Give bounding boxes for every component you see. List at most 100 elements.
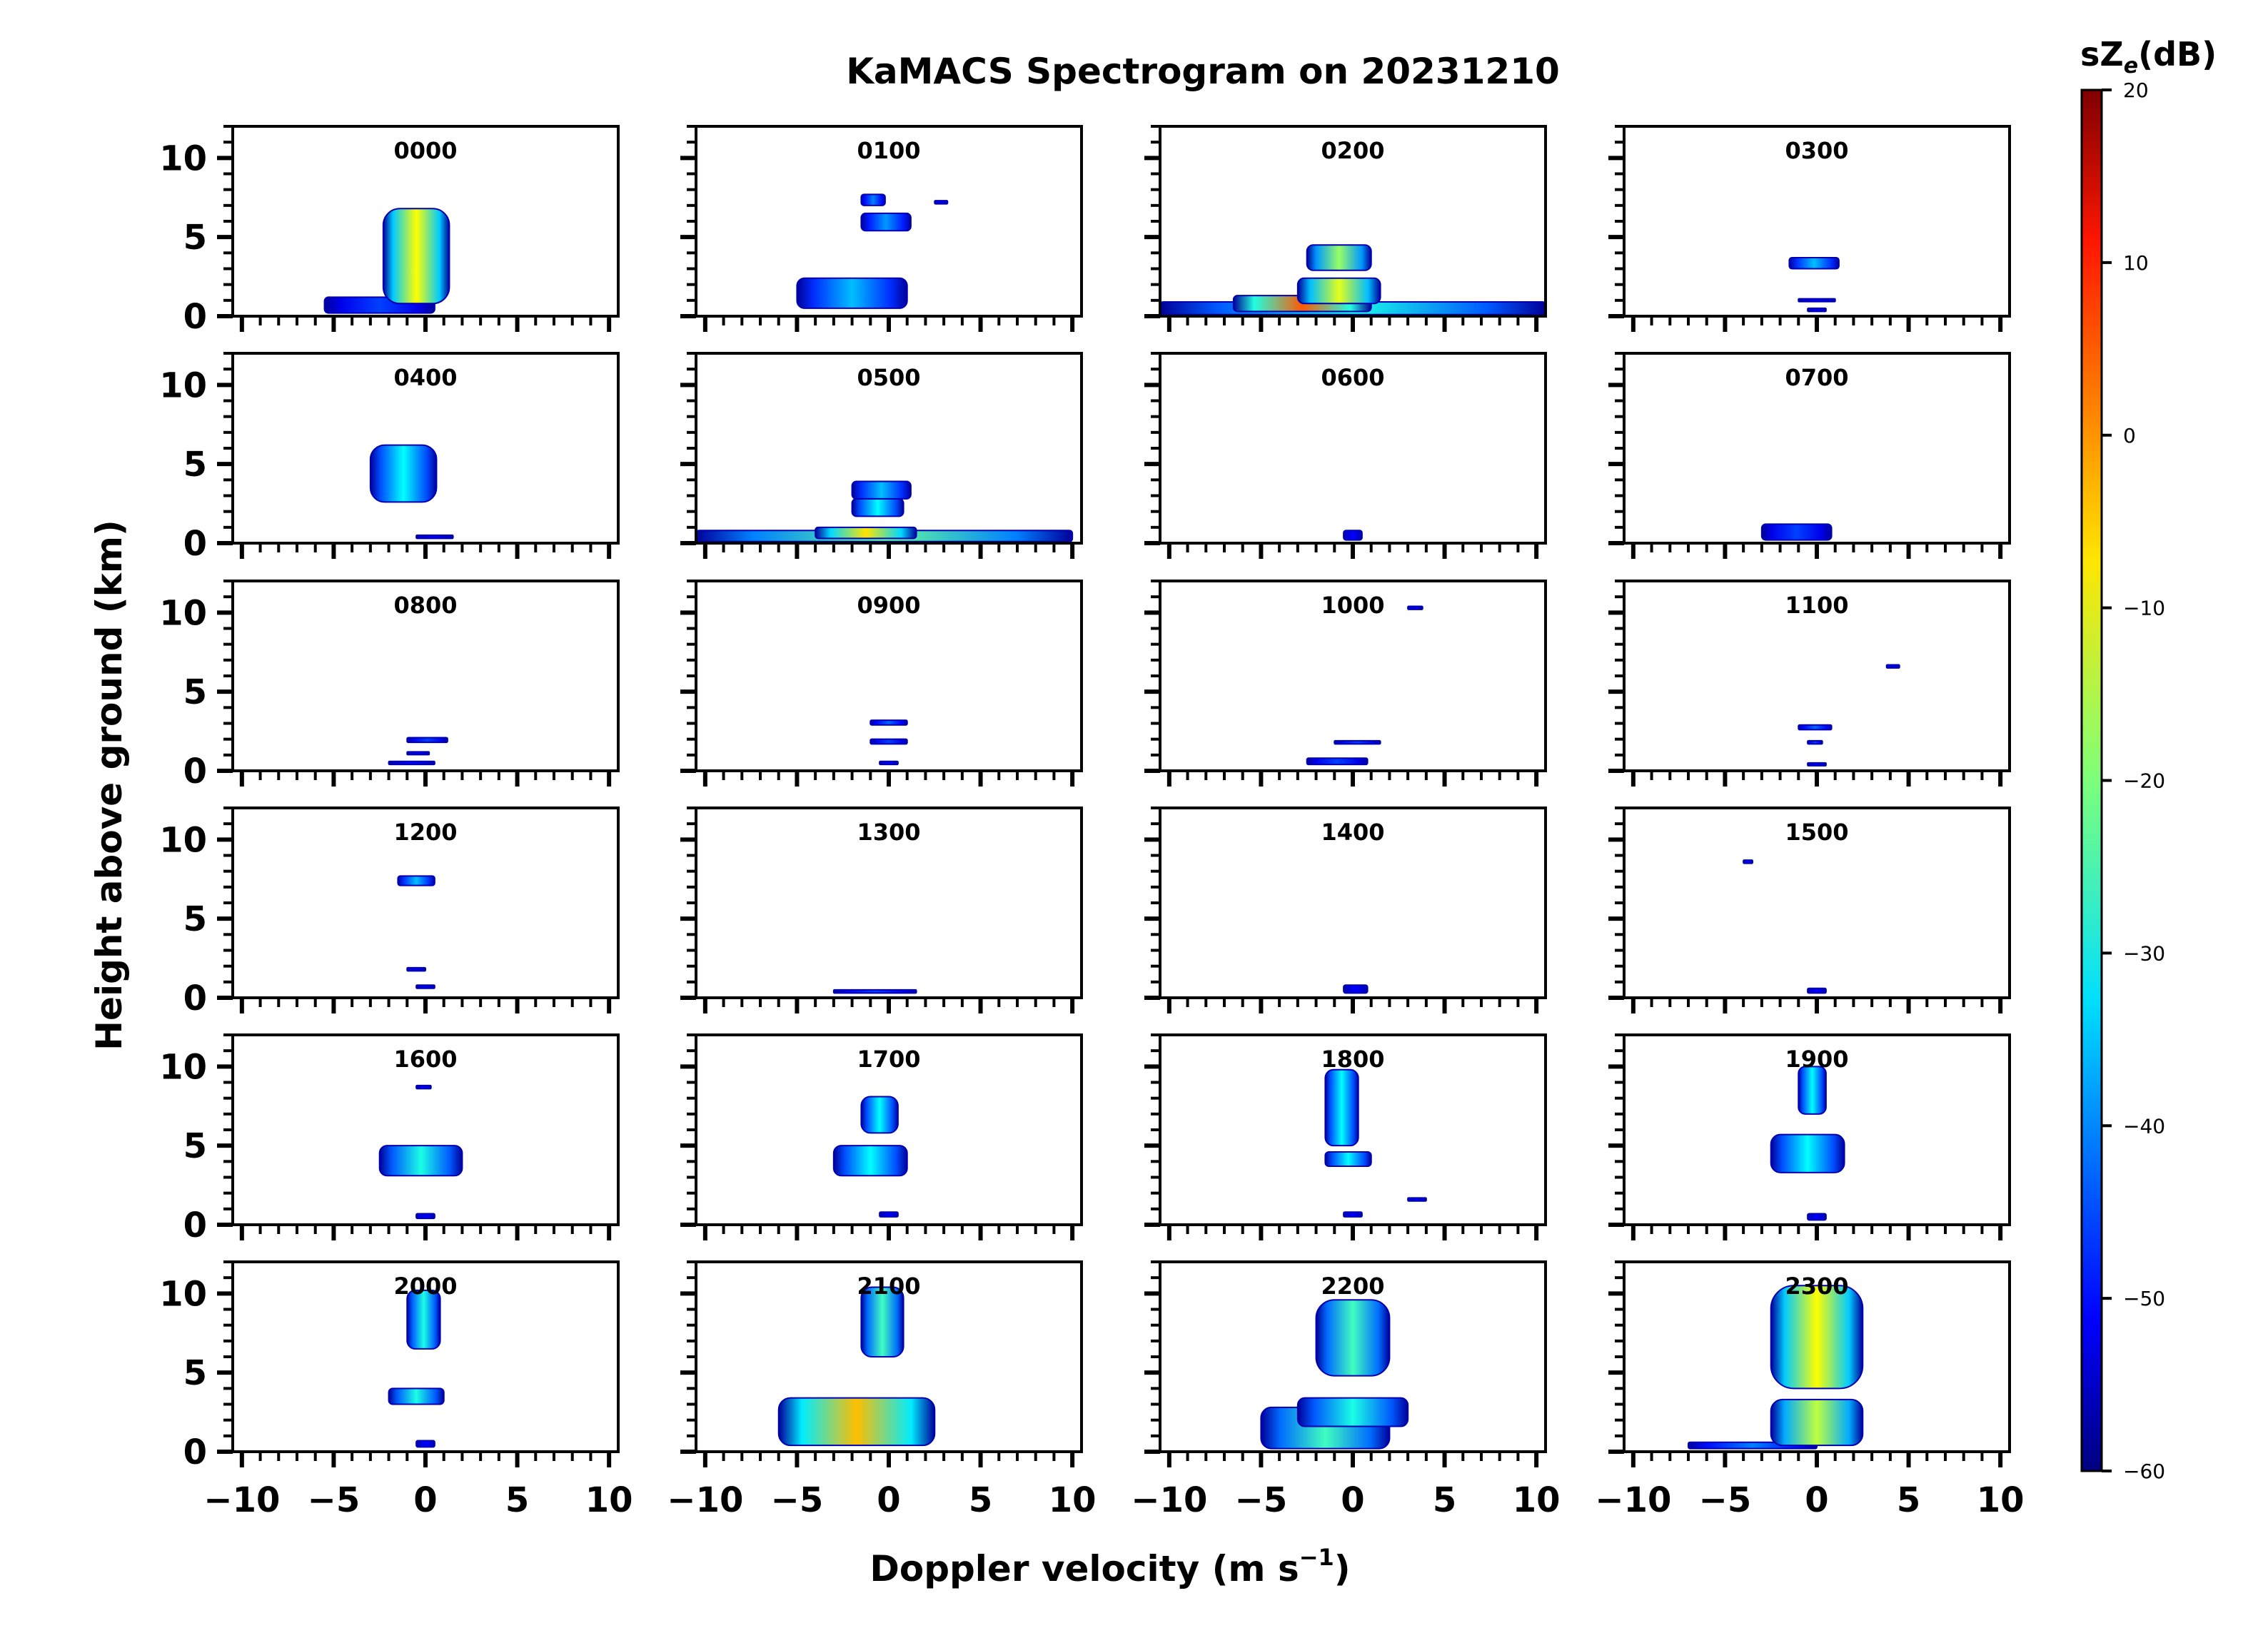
x-tick-label: 0 — [1341, 1480, 1364, 1520]
colorbar: 20 10 0 −10 −20 −30 −40 −50 −60 sZe(dB) — [2080, 35, 2217, 1483]
y-tick-label: 5 — [183, 1126, 207, 1166]
echo-region — [388, 1387, 445, 1405]
x-tick-label: 5 — [969, 1480, 992, 1520]
panel-0400: 0400 0 5 10 — [159, 352, 620, 564]
panel-0700: 0700 — [1608, 352, 2011, 559]
panel-2300: 2300 −10 −5 0 5 10 — [1595, 1260, 2025, 1520]
colorbar-tick-label: −40 — [2123, 1114, 2165, 1138]
echo-region — [406, 1289, 441, 1350]
y-tick-label: 10 — [159, 1274, 207, 1314]
echo-region — [378, 1145, 463, 1177]
echo-region — [406, 737, 448, 744]
panel-label: 0200 — [1321, 137, 1384, 164]
panel-label: 2000 — [393, 1273, 457, 1300]
y-axis-label: Height above ground (km) — [89, 520, 130, 1051]
panel-background — [1624, 808, 2010, 998]
echo-region — [860, 1286, 904, 1358]
panel-echoes — [1760, 523, 1833, 541]
x-tick-label: −5 — [1235, 1480, 1288, 1520]
x-tick-label: 10 — [585, 1480, 633, 1520]
panel-echoes — [1160, 244, 1546, 315]
panel-background — [1624, 126, 2010, 316]
panel-echoes — [1324, 1068, 1427, 1218]
panel-0900: 0900 — [680, 580, 1083, 787]
panel-echoes — [1770, 1066, 1845, 1221]
y-tick-label: 5 — [183, 218, 207, 258]
echo-region — [388, 760, 435, 766]
echo-region — [1343, 530, 1363, 541]
panel-echoes — [323, 208, 450, 314]
y-tick-label: 5 — [183, 899, 207, 939]
panel-echoes — [796, 193, 949, 309]
echo-region — [1324, 1068, 1359, 1147]
x-tick-label: −10 — [1131, 1480, 1207, 1520]
echo-region — [1807, 987, 1827, 994]
panel-1800: 1800 — [1144, 1033, 1547, 1240]
x-tick-label: 10 — [1977, 1480, 2025, 1520]
echo-region — [1770, 1133, 1845, 1173]
echo-region — [1760, 523, 1833, 541]
panel-label: 1100 — [1785, 592, 1848, 619]
panel-label: 0800 — [393, 592, 457, 619]
panel-label: 1700 — [857, 1046, 920, 1073]
panel-2200: 2200 −10 −5 0 5 10 — [1131, 1260, 1561, 1520]
panel-echoes — [696, 480, 1074, 542]
echo-region — [860, 212, 912, 232]
y-tick-label: 5 — [183, 672, 207, 712]
colorbar-gradient — [2080, 89, 2103, 1472]
echo-region — [860, 193, 886, 206]
echo-region — [1296, 1397, 1409, 1427]
panel-echoes — [832, 989, 917, 994]
colorbar-label: sZe(dB) — [2080, 35, 2217, 79]
y-tick-label: 0 — [183, 1205, 207, 1245]
echo-region — [777, 1397, 936, 1447]
echo-region — [406, 751, 430, 756]
panel-echoes — [870, 719, 908, 766]
panel-echoes — [1798, 664, 1900, 767]
x-tick-label: −5 — [308, 1480, 361, 1520]
panel-label: 1400 — [1321, 819, 1384, 846]
panel-1200: 1200 0 5 10 — [159, 807, 620, 1018]
panel-label: 0700 — [1785, 364, 1848, 391]
colorbar-tick-label: −20 — [2123, 769, 2165, 793]
y-tick-label: 10 — [159, 365, 207, 405]
echo-region — [406, 966, 426, 972]
x-tick-label: −5 — [1699, 1480, 1752, 1520]
echo-region — [1807, 307, 1827, 313]
echo-region — [815, 526, 917, 540]
y-tick-label: 5 — [183, 445, 207, 485]
y-tick-label: 0 — [183, 524, 207, 564]
panel-1500: 1500 — [1608, 807, 2011, 1013]
panel-label: 1200 — [393, 819, 457, 846]
panel-label: 2300 — [1785, 1273, 1848, 1300]
panel-echoes — [1688, 1285, 1864, 1450]
panel-label: 2100 — [857, 1273, 920, 1300]
panel-echoes — [369, 444, 454, 540]
echo-region — [1334, 739, 1381, 745]
echo-region — [851, 497, 904, 517]
panel-1900: 1900 — [1608, 1033, 2011, 1240]
panel-label: 0300 — [1785, 137, 1848, 164]
echo-region — [851, 480, 912, 500]
colorbar-tick-label: 0 — [2123, 424, 2136, 448]
echo-region — [1788, 256, 1840, 270]
echo-region — [1770, 1285, 1864, 1390]
x-tick-label: 5 — [1433, 1480, 1456, 1520]
y-tick-label: 0 — [183, 297, 207, 337]
x-tick-label: 10 — [1513, 1480, 1561, 1520]
echo-region — [1770, 1398, 1864, 1447]
panel-label: 0600 — [1321, 364, 1384, 391]
panel-label: 0900 — [857, 592, 920, 619]
panel-echoes — [1743, 859, 1827, 994]
y-tick-label: 10 — [159, 138, 207, 178]
echo-region — [1798, 298, 1836, 303]
echo-region — [1407, 605, 1423, 610]
y-tick-label: 0 — [183, 1432, 207, 1472]
y-tick-label: 10 — [159, 1047, 207, 1087]
echo-region — [1343, 984, 1369, 994]
colorbar-tick-label: 10 — [2123, 251, 2149, 275]
panel-background — [233, 808, 618, 998]
echo-region — [934, 200, 949, 205]
